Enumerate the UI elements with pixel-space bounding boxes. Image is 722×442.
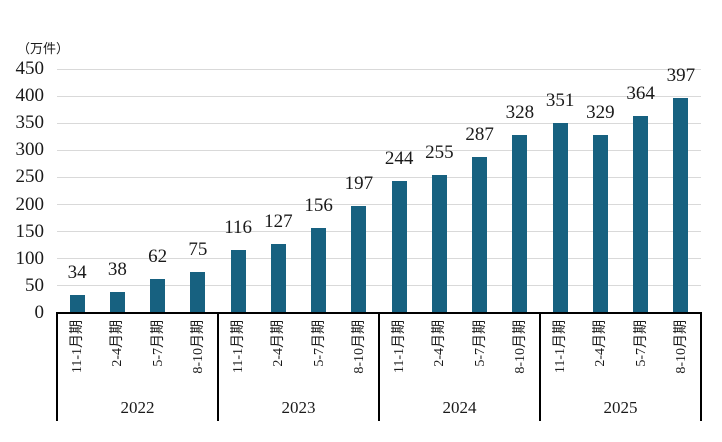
quarter-tick-label: 2-4月期 [271,320,287,367]
year-group-label: 2024 [442,398,477,417]
y-tick-label: 50 [25,274,44,296]
bar [552,122,568,313]
y-tick-label: 250 [15,166,45,188]
y-tick-label: 400 [15,85,45,107]
quarter-tick-label: 5-7月期 [150,320,166,367]
bar [633,115,649,313]
bar-value-label: 75 [188,239,208,261]
quarter-tick-label: 5-7月期 [472,320,488,367]
gridline [57,204,701,206]
bar-value-label: 329 [586,101,615,123]
quarter-tick-label: 2-4月期 [432,320,448,367]
bar [311,228,327,313]
bar [592,134,608,313]
bar-value-label: 364 [626,82,655,104]
gridline [57,149,701,151]
y-tick-label: 0 [34,302,45,323]
year-group-label: 2022 [120,398,155,417]
bar [230,250,246,313]
bar [512,135,528,313]
quarter-tick-label: 8-10月期 [190,320,206,374]
bar-value-label: 287 [465,124,494,146]
bar-value-label: 244 [384,147,414,169]
group-divider [700,313,702,421]
group-divider [539,313,541,421]
group-divider [378,313,380,421]
y-tick-label: 200 [15,193,45,215]
year-group-label: 2025 [603,398,638,417]
bar-value-label: 156 [304,195,333,217]
bar [109,292,125,313]
gridline [57,68,701,70]
gridline [57,122,701,124]
bar-value-label: 34 [67,261,87,283]
bar-value-label: 197 [344,173,374,195]
y-tick-label: 350 [15,112,45,134]
quarter-tick-label: 11-1月期 [70,320,86,374]
group-divider [56,313,58,421]
bar [391,180,407,313]
bar-value-label: 116 [224,217,253,239]
gridline [57,95,701,97]
bar [673,97,689,313]
bar [190,272,206,313]
y-tick-label: 300 [15,139,45,161]
bar-value-label: 127 [264,211,293,233]
gridline [57,258,701,260]
quarter-tick-label: 5-7月期 [311,320,327,367]
quarter-tick-label: 11-1月期 [231,320,247,374]
group-divider [217,313,219,421]
gridline [57,176,701,178]
bar [270,244,286,313]
bar-value-label: 351 [545,89,575,111]
bar [431,174,447,313]
quarter-tick-label: 11-1月期 [392,320,408,374]
quarter-tick-label: 2-4月期 [110,320,126,367]
gridline [57,231,701,233]
quarter-tick-label: 2-4月期 [593,320,609,367]
bar-value-label: 38 [107,259,127,281]
bar-value-label: 255 [425,141,454,163]
y-axis-unit-label: （万件） [17,41,70,56]
bar [69,294,85,313]
quarter-tick-label: 5-7月期 [633,320,649,367]
bar-value-label: 328 [505,102,535,124]
bar [150,279,166,313]
bar [351,206,367,313]
bar-value-label: 62 [148,246,168,268]
y-tick-label: 450 [15,58,45,79]
quarter-tick-label: 8-10月期 [673,320,689,374]
quarter-tick-label: 8-10月期 [512,320,528,374]
y-tick-label: 100 [15,247,45,269]
bar-value-label: 397 [666,64,696,86]
quarter-tick-label: 11-1月期 [553,320,569,374]
y-tick-label: 150 [15,220,45,242]
bar [472,157,488,313]
year-group-label: 2023 [281,398,316,417]
quarter-tick-label: 8-10月期 [351,320,367,374]
gridline [57,285,701,287]
